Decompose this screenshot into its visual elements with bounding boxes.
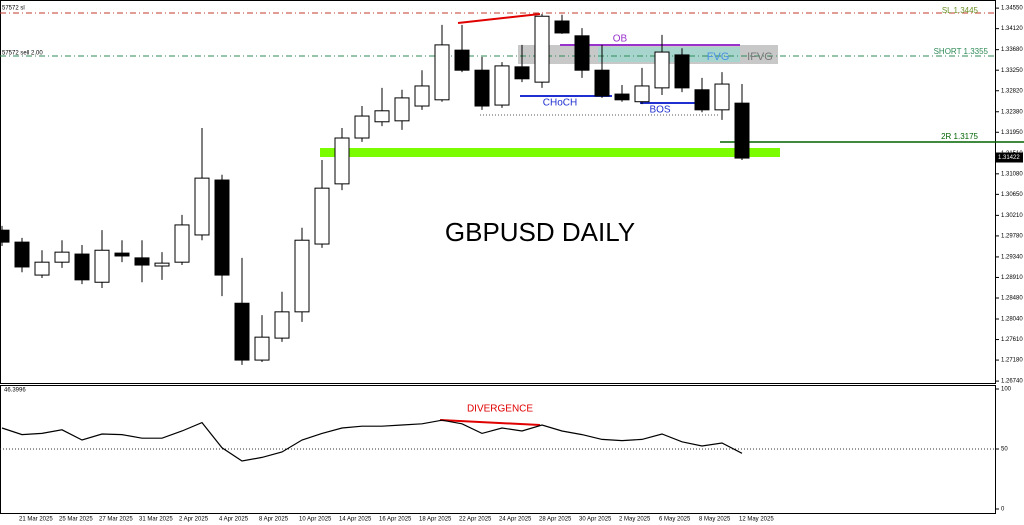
candle-body bbox=[274, 311, 290, 339]
candle-body bbox=[414, 85, 430, 107]
candle-body bbox=[194, 177, 210, 236]
candle-body bbox=[354, 115, 370, 139]
candle-body bbox=[454, 49, 470, 71]
y-tick-label: 1.28040 bbox=[1001, 317, 1023, 323]
y-tick-label: 1.30650 bbox=[1001, 192, 1023, 198]
candle-body bbox=[474, 69, 490, 107]
y-tick-label: 1.26740 bbox=[1001, 379, 1023, 385]
x-tick-label: 21 Mar 2025 bbox=[19, 517, 53, 523]
y-tick-label: 1.33680 bbox=[1001, 47, 1023, 53]
candle-body bbox=[614, 93, 630, 101]
candle-body bbox=[134, 257, 150, 266]
candle-body bbox=[14, 241, 30, 268]
y-tick-label: 1.31950 bbox=[1001, 130, 1023, 136]
x-tick-label: 30 Apr 2025 bbox=[579, 517, 612, 523]
candle-body bbox=[0, 229, 10, 243]
candle-body bbox=[74, 253, 90, 281]
candle-body bbox=[594, 69, 610, 97]
ifvg-label: IFVG bbox=[747, 51, 773, 63]
candle-body bbox=[174, 224, 190, 263]
demand-zone bbox=[320, 148, 780, 157]
x-tick-label: 8 Apr 2025 bbox=[259, 517, 289, 523]
candle-body bbox=[634, 85, 650, 103]
y-tick-label: 1.34550 bbox=[1001, 6, 1023, 12]
y-tick-label: 1.29780 bbox=[1001, 233, 1023, 239]
target-label: 2R 1.3175 bbox=[941, 132, 978, 141]
short-label: SHORT 1.3355 bbox=[934, 47, 989, 56]
candle-body bbox=[374, 110, 390, 123]
candle-body bbox=[34, 261, 50, 276]
y-tick-label: 1.29340 bbox=[1001, 255, 1023, 261]
price-panel bbox=[0, 0, 996, 384]
x-tick-label: 8 May 2025 bbox=[699, 517, 731, 523]
candle-body bbox=[254, 336, 270, 361]
candle-body bbox=[554, 20, 570, 34]
current-price-label: 1.31422 bbox=[998, 155, 1020, 161]
candle-body bbox=[514, 66, 530, 80]
y-tick-label: 1.33250 bbox=[1001, 68, 1023, 74]
candle-body bbox=[674, 54, 690, 89]
x-tick-label: 4 Apr 2025 bbox=[219, 517, 249, 523]
y-tick-label: 1.28910 bbox=[1001, 275, 1023, 281]
candle-body bbox=[434, 44, 450, 101]
divergence-label: DIVERGENCE bbox=[467, 404, 533, 415]
chart-title: GBPUSD DAILY bbox=[445, 217, 635, 247]
candle-body bbox=[154, 262, 170, 267]
current-price-tag bbox=[996, 152, 1023, 163]
y-tick-label: 50 bbox=[1001, 447, 1008, 453]
rsi-line bbox=[1, 419, 743, 462]
x-tick-label: 10 Apr 2025 bbox=[299, 517, 332, 523]
candle-body bbox=[694, 89, 710, 111]
x-tick-label: 6 May 2025 bbox=[659, 517, 691, 523]
candle-body bbox=[574, 35, 590, 71]
order-sell-label: 57572 sell 2.00 bbox=[2, 51, 43, 57]
y-tick-label: 100 bbox=[1001, 387, 1012, 393]
y-tick-label: 1.30210 bbox=[1001, 213, 1023, 219]
rsi-divergence-line bbox=[439, 419, 541, 426]
y-tick-label: 0 bbox=[1001, 507, 1005, 513]
candle-body bbox=[234, 302, 250, 361]
y-tick-label: 1.28480 bbox=[1001, 296, 1023, 302]
y-tick-label: 1.31080 bbox=[1001, 171, 1023, 177]
x-tick-label: 25 Mar 2025 bbox=[59, 517, 93, 523]
order-sl-label: 57572 sl bbox=[2, 6, 25, 12]
sl-label: SL 1.3445 bbox=[942, 6, 979, 15]
candle-body bbox=[294, 239, 310, 313]
rsi-value-label: 46.3996 bbox=[4, 388, 26, 394]
y-tick-label: 1.32820 bbox=[1001, 88, 1023, 94]
x-tick-label: 27 Mar 2025 bbox=[99, 517, 133, 523]
ob-label: OB bbox=[613, 34, 628, 45]
fvg-label: FVG bbox=[707, 51, 730, 63]
x-tick-label: 18 Apr 2025 bbox=[419, 517, 452, 523]
candle-body bbox=[214, 179, 230, 276]
x-tick-label: 14 Apr 2025 bbox=[339, 517, 372, 523]
candle-body bbox=[714, 83, 730, 111]
candle-body bbox=[534, 15, 550, 83]
y-tick-label: 1.27180 bbox=[1001, 358, 1023, 364]
candle-body bbox=[314, 187, 330, 245]
candle-body bbox=[54, 251, 70, 263]
x-tick-label: 31 Mar 2025 bbox=[139, 517, 173, 523]
x-tick-label: 2 Apr 2025 bbox=[179, 517, 209, 523]
choch-label: CHoCH bbox=[543, 98, 577, 109]
candle-body bbox=[654, 51, 670, 89]
candle-body bbox=[734, 102, 750, 159]
candle-body bbox=[114, 252, 130, 257]
x-tick-label: 2 May 2025 bbox=[619, 517, 651, 523]
candle-body bbox=[94, 249, 110, 283]
x-tick-label: 24 Apr 2025 bbox=[499, 517, 532, 523]
bos-label: BOS bbox=[649, 105, 670, 116]
x-tick-label: 16 Apr 2025 bbox=[379, 517, 412, 523]
x-tick-label: 28 Apr 2025 bbox=[539, 517, 572, 523]
x-tick-label: 22 Apr 2025 bbox=[459, 517, 492, 523]
x-tick-label: 12 May 2025 bbox=[739, 517, 774, 523]
candle-body bbox=[394, 97, 410, 122]
y-tick-label: 1.27610 bbox=[1001, 337, 1023, 343]
y-tick-label: 1.34120 bbox=[1001, 26, 1023, 32]
price-divergence-line bbox=[457, 13, 541, 24]
y-tick-label: 1.32380 bbox=[1001, 109, 1023, 115]
candle-body bbox=[494, 65, 510, 106]
candle-body bbox=[334, 137, 350, 185]
